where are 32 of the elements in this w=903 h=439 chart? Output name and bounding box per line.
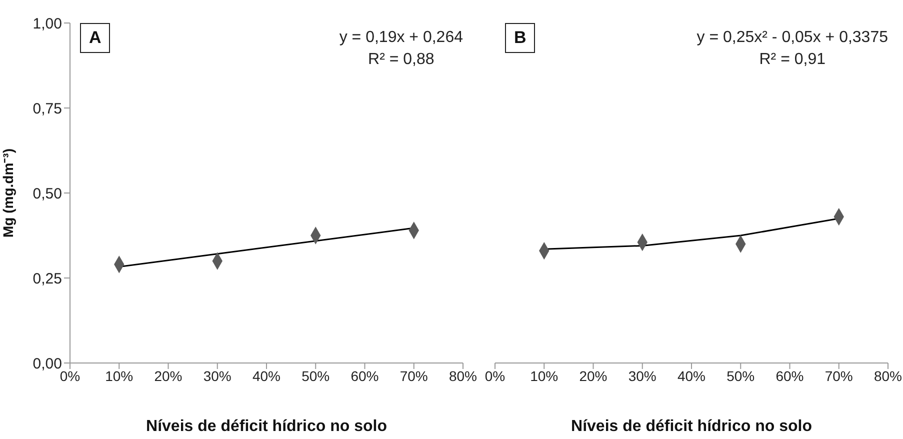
x-tick-label: 70% [824,368,853,384]
annotation: A [80,23,110,53]
x-tick-label: 50% [726,368,755,384]
x-axis-title: Níveis de déficit hídrico no solo [571,418,812,435]
x-tick-label: 10% [105,368,134,384]
x-tick-label: 0% [60,368,80,384]
y-tick-label: 1,00 [32,15,62,32]
y-tick-label: 0,00 [32,355,62,372]
x-tick-label: 70% [400,368,428,384]
x-tick-label: 60% [350,368,379,384]
x-tick-label: 20% [154,368,182,384]
x-tick-label: 30% [203,368,232,384]
x-tick-label: 10% [530,368,558,384]
x-axis-title: Níveis de déficit hídrico no solo [146,418,388,435]
annotation: y = 0,19x + 0,264 [339,28,463,48]
annotation: R² = 0,91 [758,50,827,70]
x-tick-label: 50% [302,368,330,384]
x-tick-label: 40% [677,368,706,384]
y-tick-label: 0,25 [32,270,62,288]
y-tick-label: 0,50 [32,185,62,202]
x-tick-label: 80% [448,368,478,384]
x-tick-label: 60% [776,368,804,384]
annotation: B [505,23,536,53]
x-tick-label: 0% [484,368,506,384]
annotation: y = 0,25x² - 0,05x + 0,3375 [696,28,888,48]
y-tick-label: 0,75 [32,100,62,118]
x-tick-label: 40% [252,368,281,384]
annotation: R² = 0,88 [367,50,436,70]
x-tick-label: 80% [874,368,902,384]
x-tick-label: 30% [628,368,656,384]
x-tick-label: 20% [579,368,608,384]
y-axis-title: Mg (mg.dm⁻³) [0,148,16,238]
